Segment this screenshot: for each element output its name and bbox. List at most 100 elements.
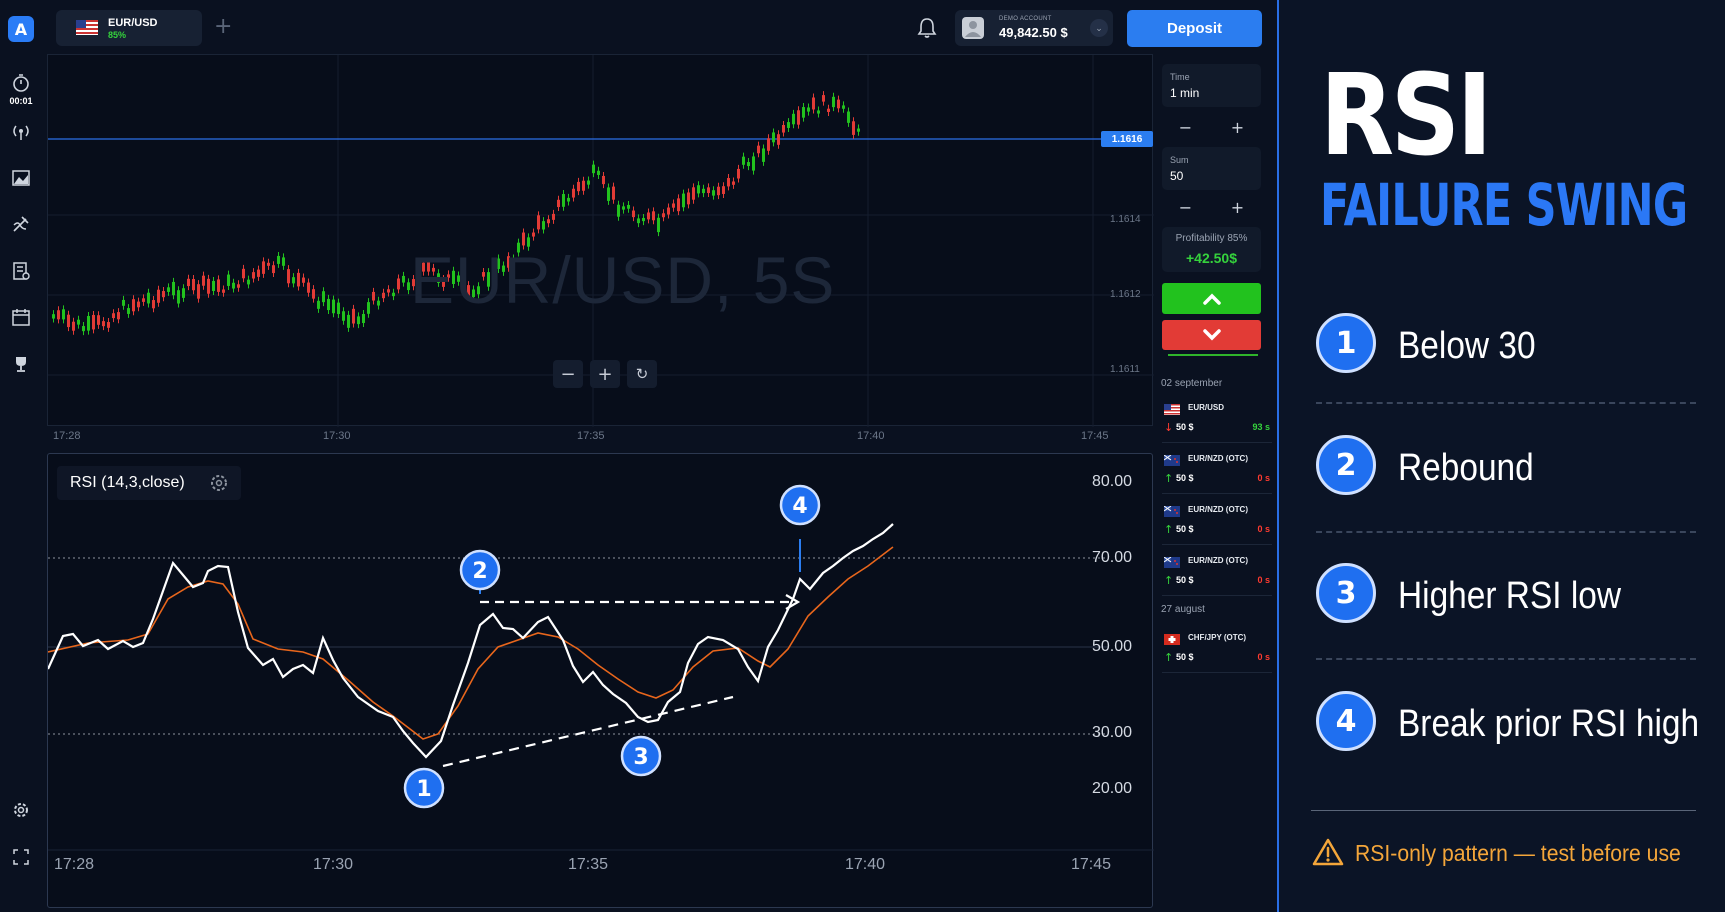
- trade-amount: 50 $: [1176, 652, 1194, 662]
- bell-icon[interactable]: [916, 16, 938, 40]
- candle: [387, 289, 390, 293]
- candle: [587, 180, 590, 185]
- candle: [812, 97, 815, 110]
- time-label: Time: [1170, 72, 1190, 82]
- app-logo[interactable]: A: [8, 16, 34, 42]
- candle: [622, 206, 625, 210]
- candle: [547, 219, 550, 224]
- trade-amount: 50 $: [1176, 575, 1194, 585]
- trade-row[interactable]: CHF/JPY (OTC) ↑ 50 $ 0 s: [1162, 627, 1272, 673]
- candle: [347, 314, 350, 328]
- time-decrease-button[interactable]: −: [1178, 117, 1193, 137]
- step-marker-number: 1: [416, 777, 431, 802]
- candle: [637, 218, 640, 224]
- candle: [567, 197, 570, 202]
- trade-row[interactable]: EUR/NZD (OTC) ↑ 50 $ 0 s: [1162, 499, 1272, 545]
- candle: [687, 192, 690, 205]
- candle: [442, 279, 445, 287]
- trade-row[interactable]: EUR/NZD (OTC) ↑ 50 $ 0 s: [1162, 448, 1272, 494]
- trade-pair: EUR/NZD (OTC): [1188, 454, 1248, 463]
- candle: [292, 277, 295, 284]
- candle: [802, 107, 805, 118]
- step-item: 2 Rebound: [1316, 435, 1716, 499]
- candle: [857, 128, 860, 132]
- candle: [182, 288, 185, 298]
- divider: [1162, 442, 1272, 443]
- deposit-button[interactable]: Deposit: [1127, 10, 1262, 47]
- stopwatch-icon[interactable]: [10, 72, 32, 94]
- candle: [142, 298, 145, 302]
- candle: [707, 187, 710, 194]
- trade-history-icon[interactable]: [10, 260, 32, 282]
- candle: [617, 204, 620, 217]
- rsi-indicator-label[interactable]: RSI (14,3,close): [57, 466, 241, 500]
- candle: [632, 210, 635, 218]
- candle: [287, 269, 290, 284]
- sum-value: 50: [1170, 169, 1184, 183]
- step-marker-number: 4: [792, 494, 807, 519]
- candle: [122, 299, 125, 306]
- candle: [652, 211, 655, 221]
- asset-tab-eurusd[interactable]: EUR/USD 85%: [56, 10, 202, 46]
- candle: [157, 289, 160, 303]
- candle: [377, 300, 380, 306]
- rsi-indicator-panel[interactable]: 1 2 3 4: [47, 453, 1154, 908]
- sum-decrease-button[interactable]: −: [1178, 197, 1193, 217]
- trade-result-time: 0 s: [1257, 473, 1270, 483]
- candle: [662, 213, 665, 218]
- call-up-button[interactable]: [1162, 283, 1261, 314]
- sum-field[interactable]: Sum 50: [1162, 147, 1261, 190]
- step-text: Higher RSI low: [1398, 575, 1622, 617]
- candle: [797, 110, 800, 125]
- time-increase-button[interactable]: +: [1230, 117, 1245, 137]
- warning-text: RSI-only pattern — test before use: [1355, 840, 1681, 866]
- trade-row[interactable]: EUR/USD ↓ 50 $ 93 s: [1162, 397, 1272, 443]
- trade-row[interactable]: EUR/NZD (OTC) ↑ 50 $ 0 s: [1162, 550, 1272, 596]
- zoom-out-button[interactable]: −: [553, 360, 583, 388]
- trade-result-time: 0 s: [1257, 652, 1270, 662]
- us-flag-icon: [1164, 404, 1180, 415]
- candle: [82, 326, 85, 332]
- candle: [242, 268, 245, 279]
- candle: [847, 111, 850, 123]
- reset-zoom-button[interactable]: ↻: [627, 360, 657, 388]
- chevron-down-icon[interactable]: ⌄: [1090, 19, 1108, 37]
- candle: [52, 314, 55, 319]
- signal-icon[interactable]: [10, 120, 32, 142]
- sum-increase-button[interactable]: +: [1230, 197, 1245, 217]
- candle: [97, 315, 100, 325]
- drawing-tools-icon[interactable]: [10, 213, 32, 235]
- chart-area-icon[interactable]: [10, 167, 32, 189]
- trade-pair: EUR/USD: [1188, 403, 1225, 412]
- add-tab-button[interactable]: +: [214, 14, 233, 39]
- divider: [1316, 531, 1696, 533]
- arrow-up-icon: ↑: [1164, 574, 1174, 587]
- candle: [342, 311, 345, 321]
- candle: [297, 272, 300, 287]
- candle: [842, 105, 845, 109]
- put-down-button[interactable]: [1162, 320, 1261, 350]
- time-field[interactable]: Time 1 min: [1162, 64, 1261, 107]
- calendar-icon[interactable]: [10, 306, 32, 328]
- step-item: 4 Break prior RSI high: [1316, 691, 1716, 755]
- trade-result-time: 93 s: [1252, 422, 1270, 432]
- settings-gear-icon[interactable]: [10, 799, 32, 821]
- candle: [447, 274, 450, 278]
- candle: [87, 316, 90, 331]
- candle: [542, 221, 545, 230]
- trade-result-time: 0 s: [1257, 575, 1270, 585]
- fullscreen-icon[interactable]: [10, 846, 32, 868]
- trades-date-header: 27 august: [1161, 604, 1205, 615]
- zoom-in-button[interactable]: +: [590, 360, 620, 388]
- candle: [502, 265, 505, 272]
- candle: [152, 300, 155, 309]
- rsi-chart: 1 2 3 4: [48, 484, 1154, 851]
- time-value: 1 min: [1170, 86, 1200, 100]
- gear-icon[interactable]: [209, 473, 229, 493]
- trophy-icon[interactable]: [10, 353, 32, 375]
- candle: [777, 134, 780, 145]
- account-selector[interactable]: DEMO ACCOUNT 49,842.50 $ ⌄: [955, 10, 1113, 46]
- candle: [62, 309, 65, 320]
- arrow-up-icon: ↑: [1164, 472, 1174, 485]
